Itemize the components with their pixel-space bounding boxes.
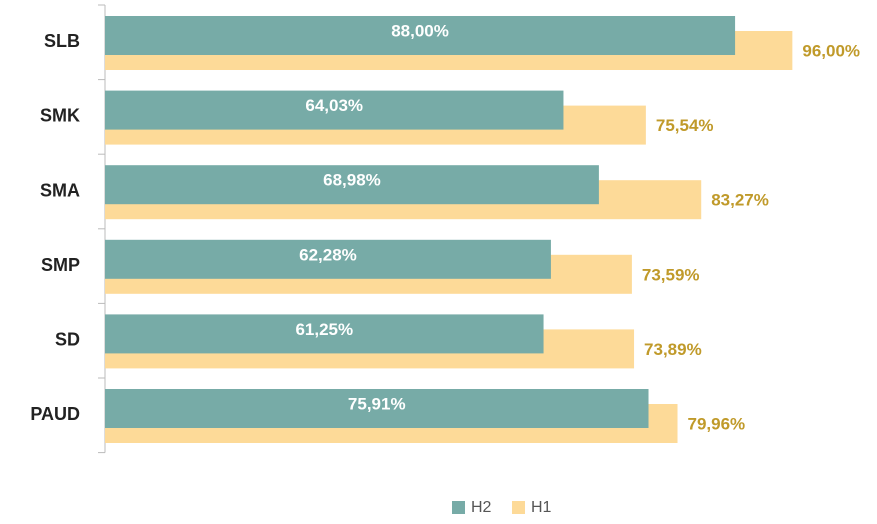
category-label: SMK <box>40 106 80 126</box>
bar <box>105 90 564 130</box>
legend-label: H2 <box>471 499 492 516</box>
bar <box>105 239 551 279</box>
value-label: 83,27% <box>711 191 769 210</box>
value-label: 73,59% <box>642 265 700 284</box>
bar <box>105 165 599 205</box>
bar <box>105 389 649 428</box>
legend-swatch <box>452 501 465 514</box>
value-label: 79,96% <box>688 414 746 433</box>
value-label: 96,00% <box>802 41 860 60</box>
legend-label: H1 <box>531 499 552 516</box>
category-label: SD <box>55 329 80 349</box>
value-label: 68,98% <box>323 171 381 190</box>
value-label: 62,28% <box>299 245 357 264</box>
bar <box>105 16 736 55</box>
category-label: PAUD <box>30 404 80 424</box>
legend-swatch <box>512 501 525 514</box>
value-label: 75,54% <box>656 116 714 135</box>
value-label: 61,25% <box>295 320 353 339</box>
category-label: SMA <box>40 180 80 200</box>
bar <box>105 314 544 354</box>
category-label: SLB <box>44 31 80 51</box>
value-label: 75,91% <box>348 394 406 413</box>
value-label: 88,00% <box>391 21 449 40</box>
value-label: 73,89% <box>644 340 702 359</box>
category-label: SMP <box>41 255 80 275</box>
value-label: 64,03% <box>305 96 363 115</box>
